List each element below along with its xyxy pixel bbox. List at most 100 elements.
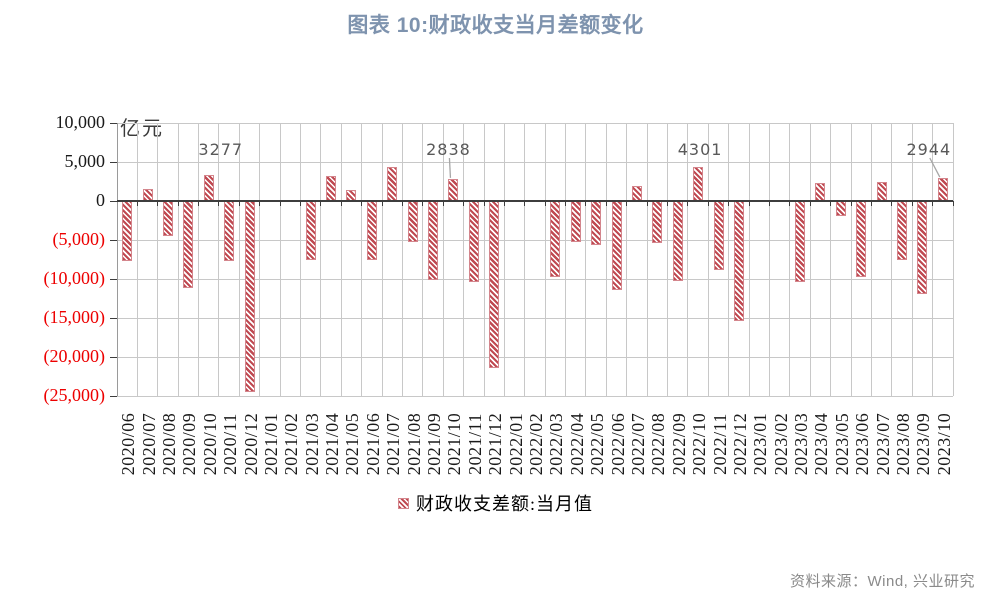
bar-2022/05 bbox=[591, 201, 602, 246]
bar-2021/06 bbox=[366, 201, 377, 261]
legend-hatched-swatch-icon bbox=[397, 497, 409, 509]
y-axis-tick bbox=[110, 161, 117, 163]
gridline-v bbox=[401, 123, 403, 396]
x-axis-label: 2023/03 bbox=[791, 412, 812, 476]
x-axis-tick bbox=[503, 201, 505, 206]
gridline-v bbox=[279, 123, 281, 396]
gridline-v bbox=[891, 123, 893, 396]
x-axis-tick bbox=[768, 201, 770, 206]
gridline-v bbox=[198, 123, 200, 396]
bar-2021/12 bbox=[489, 201, 500, 368]
gridline-v bbox=[707, 123, 709, 396]
x-axis-label: 2023/04 bbox=[811, 412, 832, 476]
y-axis-tick bbox=[110, 395, 117, 397]
gridline-v bbox=[911, 123, 913, 396]
x-axis-zero-line bbox=[117, 200, 953, 202]
gridline-v bbox=[340, 123, 342, 396]
y-axis-label: 10,000 bbox=[55, 112, 106, 132]
x-axis-tick bbox=[361, 201, 363, 206]
x-axis-tick bbox=[850, 201, 852, 206]
x-axis-label: 2020/09 bbox=[179, 412, 200, 476]
x-axis-tick bbox=[544, 201, 546, 206]
x-axis-tick bbox=[565, 201, 567, 206]
x-axis-tick bbox=[279, 201, 281, 206]
gridline-v bbox=[687, 123, 689, 396]
x-axis-label: 2023/01 bbox=[750, 412, 771, 476]
x-axis-tick bbox=[891, 201, 893, 206]
gridline-v bbox=[932, 123, 934, 396]
gridline-h bbox=[117, 239, 953, 241]
bar-2023/07 bbox=[876, 181, 887, 201]
bar-2022/04 bbox=[570, 201, 581, 242]
gridline-v bbox=[218, 123, 220, 396]
legend-label: 财政收支差额:当月值 bbox=[415, 494, 593, 514]
x-axis-tick bbox=[687, 201, 689, 206]
bar-2022/11 bbox=[713, 201, 724, 271]
chart-title: 图表 10:财政收支当月差额变化 bbox=[347, 14, 644, 37]
x-axis-tick bbox=[870, 201, 872, 206]
x-axis-label: 2022/07 bbox=[627, 412, 648, 476]
x-axis-label: 2022/12 bbox=[729, 412, 750, 476]
y-axis-tick bbox=[110, 239, 117, 241]
x-axis-label: 2020/10 bbox=[199, 412, 220, 476]
gridline-v bbox=[238, 123, 240, 396]
x-axis-tick bbox=[340, 201, 342, 206]
bar-2023/03 bbox=[795, 201, 806, 283]
y-axis-tick bbox=[110, 122, 117, 124]
x-axis-tick bbox=[952, 201, 954, 206]
x-axis-label: 2020/11 bbox=[220, 413, 241, 475]
x-axis-label: 2020/07 bbox=[138, 412, 159, 476]
x-axis-tick bbox=[932, 201, 934, 206]
bar-2020/10 bbox=[203, 175, 214, 201]
bar-2023/06 bbox=[856, 201, 867, 278]
x-axis-tick bbox=[707, 201, 709, 206]
gridline-v bbox=[463, 123, 465, 396]
x-axis-tick bbox=[646, 201, 648, 206]
x-axis-label: 2021/02 bbox=[281, 412, 302, 476]
gridline-v bbox=[544, 123, 546, 396]
x-axis-label: 2021/09 bbox=[424, 412, 445, 476]
x-axis-tick bbox=[136, 201, 138, 206]
y-axis-tick bbox=[110, 356, 117, 358]
gridline-v bbox=[136, 123, 138, 396]
bar-2022/08 bbox=[652, 201, 663, 244]
bar-2021/09 bbox=[428, 201, 439, 280]
x-axis-tick bbox=[157, 201, 159, 206]
x-axis-tick bbox=[911, 201, 913, 206]
gridline-v bbox=[157, 123, 159, 396]
gridline-v bbox=[850, 123, 852, 396]
x-axis-label: 2022/04 bbox=[566, 412, 587, 476]
x-axis-label: 2021/07 bbox=[383, 412, 404, 476]
x-axis-label: 2022/05 bbox=[587, 412, 608, 476]
gridline-v bbox=[320, 123, 322, 396]
bar-2021/04 bbox=[326, 176, 337, 201]
bar-2022/03 bbox=[550, 201, 561, 277]
x-axis-tick bbox=[463, 201, 465, 206]
x-axis-tick bbox=[422, 201, 424, 206]
bar-2020/11 bbox=[224, 201, 235, 262]
gridline-v bbox=[605, 123, 607, 396]
x-axis-tick bbox=[218, 201, 220, 206]
x-axis-tick bbox=[830, 201, 832, 206]
gridline-h bbox=[117, 278, 953, 280]
gridline-v bbox=[177, 123, 179, 396]
gridline-v bbox=[626, 123, 628, 396]
x-axis-label: 2021/12 bbox=[485, 412, 506, 476]
x-axis-label: 2022/01 bbox=[505, 412, 526, 476]
x-axis-tick bbox=[626, 201, 628, 206]
x-axis-label: 2021/01 bbox=[260, 412, 281, 476]
x-axis-label: 2023/08 bbox=[893, 412, 914, 476]
x-axis-label: 2020/08 bbox=[158, 412, 179, 476]
gridline-v bbox=[768, 123, 770, 396]
gridline-v bbox=[483, 123, 485, 396]
x-axis-tick bbox=[585, 201, 587, 206]
y-axis-tick bbox=[110, 317, 117, 319]
gridline-v bbox=[361, 123, 363, 396]
x-axis-label: 2023/02 bbox=[770, 412, 791, 476]
x-axis-label: 2022/02 bbox=[526, 412, 546, 476]
y-axis-label: 5,000 bbox=[64, 151, 106, 171]
x-axis-tick bbox=[667, 201, 669, 206]
x-axis-label: 2022/11 bbox=[709, 413, 730, 475]
